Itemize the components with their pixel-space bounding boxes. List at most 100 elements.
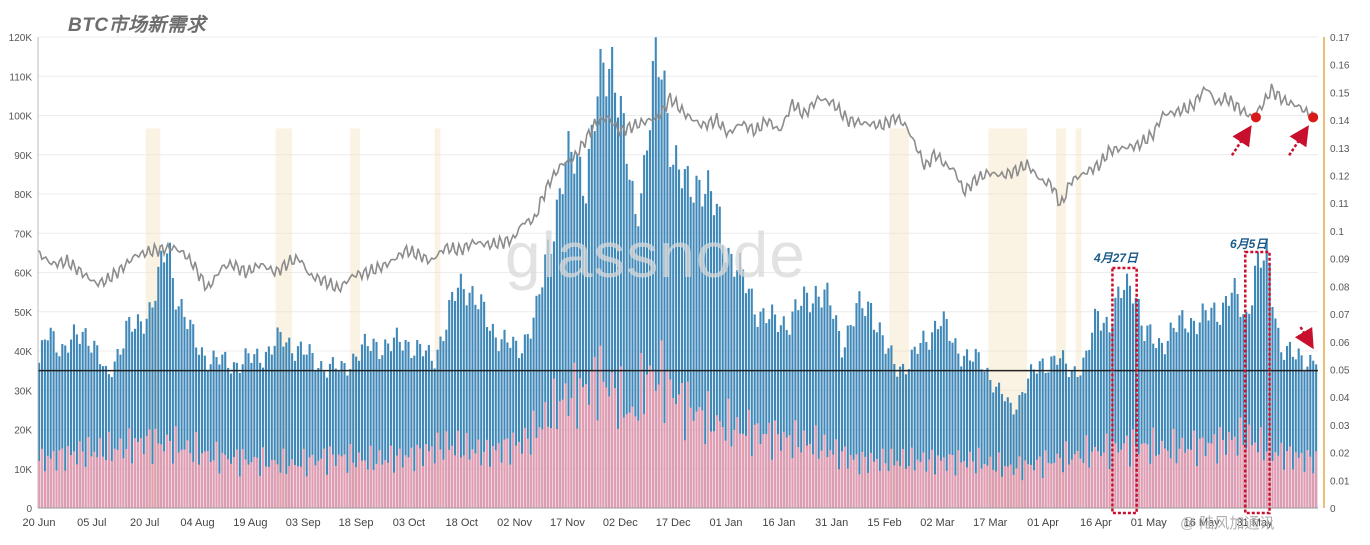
- pink-bar: [270, 459, 273, 508]
- pink-bar: [672, 398, 675, 508]
- blue-bar: [262, 367, 265, 508]
- pink-bar: [84, 466, 87, 508]
- pink-bar: [1236, 455, 1239, 508]
- blue-bar: [704, 193, 707, 508]
- pink-bar: [294, 464, 297, 508]
- blue-bar: [1222, 302, 1225, 508]
- blue-bar: [1233, 278, 1236, 508]
- pink-bar: [1128, 466, 1132, 508]
- pink-bar: [314, 465, 317, 508]
- pink-bar: [1256, 452, 1260, 508]
- blue-bar: [846, 325, 849, 508]
- pink-bar: [515, 445, 518, 508]
- blue-bar: [288, 337, 291, 508]
- blue-bar: [163, 262, 166, 508]
- blue-bar: [896, 376, 899, 508]
- blue-bar: [1000, 393, 1004, 508]
- blue-bar: [710, 191, 713, 508]
- blue-bar: [829, 305, 832, 508]
- blue-bar: [744, 293, 748, 508]
- pink-bar: [61, 448, 64, 508]
- pink-bar: [1041, 477, 1044, 508]
- pink-bar: [855, 454, 858, 508]
- blue-bar: [823, 289, 826, 508]
- blue-bar: [584, 203, 588, 508]
- blue-bar: [160, 250, 163, 509]
- blue-bar: [951, 342, 954, 508]
- pink-bar: [989, 456, 992, 508]
- pink-bar: [1123, 443, 1126, 508]
- pink-bar: [378, 450, 381, 508]
- blue-bar: [355, 356, 358, 508]
- blue-bar: [651, 61, 654, 509]
- blue-bar: [128, 316, 131, 508]
- pink-bar: [1000, 476, 1004, 508]
- pink-bar: [814, 425, 817, 508]
- pink-bar: [343, 454, 346, 508]
- pink-bar: [608, 396, 611, 508]
- blue-bar: [753, 314, 756, 508]
- pink-bar: [593, 356, 596, 508]
- pink-bar: [1108, 468, 1111, 508]
- pink-bar: [1265, 451, 1268, 508]
- blue-bar: [279, 332, 282, 508]
- pink-bar: [925, 471, 928, 508]
- blue-bar: [38, 362, 41, 508]
- pink-bar: [806, 445, 809, 508]
- blue-bar: [250, 362, 253, 508]
- pink-bar: [611, 372, 614, 508]
- pink-bar: [241, 449, 244, 508]
- pink-bar: [518, 441, 521, 508]
- blue-bar: [343, 363, 346, 508]
- blue-bar: [456, 287, 460, 508]
- pink-bar: [675, 404, 678, 508]
- blue-bar: [1018, 395, 1021, 508]
- right-tick-label: 0: [1330, 504, 1336, 515]
- blue-bar: [590, 124, 593, 509]
- pink-bar: [192, 461, 195, 508]
- pink-bar: [695, 411, 698, 508]
- blue-bar: [797, 310, 800, 508]
- blue-bar: [1064, 363, 1068, 508]
- blue-bar: [541, 287, 544, 508]
- pink-bar: [797, 447, 800, 508]
- source-mark: @ 陆风加通讯: [1180, 515, 1275, 532]
- pink-bar: [625, 414, 628, 508]
- left-tick-label: 0: [26, 504, 32, 515]
- blue-bar: [838, 330, 841, 508]
- blue-bar: [622, 113, 625, 508]
- blue-bar: [1297, 348, 1300, 508]
- pink-bar: [230, 463, 233, 508]
- blue-bar: [270, 354, 273, 508]
- pink-bar: [93, 451, 96, 508]
- pink-bar: [451, 445, 454, 508]
- blue-bar: [378, 359, 381, 508]
- blue-bar: [599, 48, 602, 509]
- pink-bar: [503, 439, 506, 508]
- pink-bar: [1064, 441, 1068, 508]
- blue-bar: [782, 316, 785, 508]
- blue-bar: [477, 309, 480, 508]
- blue-bar: [1256, 252, 1260, 508]
- blue-bar: [756, 326, 759, 508]
- blue-bar: [346, 375, 349, 508]
- blue-bar: [427, 345, 430, 508]
- pink-bar: [90, 456, 93, 508]
- blue-bar: [390, 351, 393, 508]
- blue-bar: [695, 175, 698, 508]
- pink-bar: [701, 410, 704, 508]
- blue-bar: [550, 253, 553, 508]
- left-tick-label: 110K: [9, 72, 32, 83]
- pink-bar: [291, 459, 294, 508]
- left-tick-label: 80K: [14, 190, 32, 201]
- blue-bar: [648, 130, 652, 508]
- blue-bar: [419, 343, 422, 508]
- pink-bar: [573, 362, 576, 508]
- pink-bar: [902, 449, 905, 508]
- pink-bar: [58, 450, 61, 508]
- blue-bar: [602, 62, 605, 509]
- blue-bar: [331, 357, 334, 508]
- blue-bar: [1300, 355, 1303, 508]
- blue-bar: [529, 338, 532, 508]
- blue-bar: [404, 340, 407, 508]
